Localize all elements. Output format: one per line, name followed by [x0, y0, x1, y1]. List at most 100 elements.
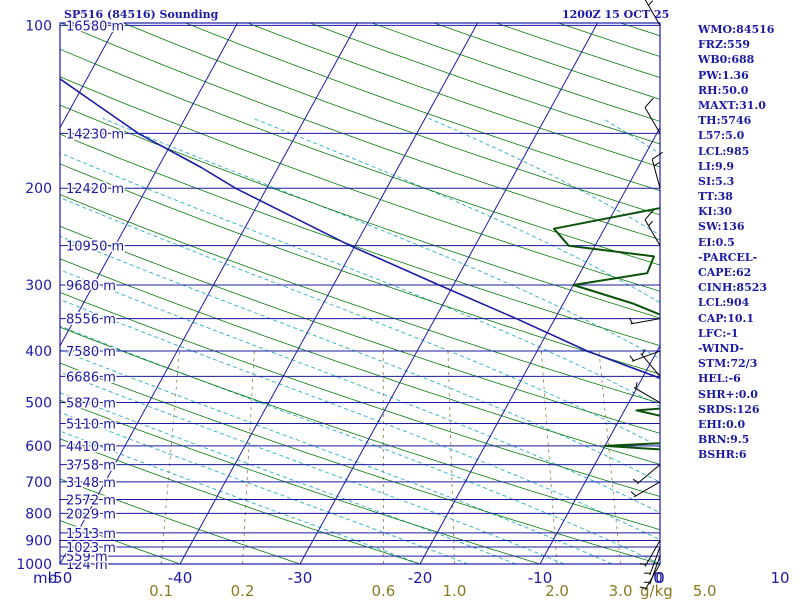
moist-adiabat-line [60, 325, 660, 564]
mixing-ratio-line [598, 348, 621, 564]
wind-barb-half [635, 382, 638, 389]
height-label: 7580 m [66, 345, 116, 360]
wind-barb [644, 555, 661, 585]
isotherm-line [179, 23, 478, 564]
wind-barb [644, 0, 661, 26]
index-item: SW:136 [698, 220, 745, 234]
wind-barb-staff [636, 464, 661, 485]
height-label: 12420 m [66, 182, 124, 197]
height-label: 2029 m [66, 507, 116, 522]
temperature-tick-label: -10 [528, 569, 553, 587]
dewpoint-line [553, 207, 660, 451]
moist-adiabat-line [60, 152, 660, 408]
parcel-line [60, 77, 660, 380]
dry-adiabat-line [60, 133, 660, 347]
wind-barb-half [648, 0, 654, 6]
dry-adiabat-line [60, 76, 660, 292]
mixing-ratio-label: 0.2 [231, 582, 255, 600]
moist-adiabat-line [102, 117, 660, 360]
index-item: HEL:-6 [698, 372, 741, 386]
mixing-ratio-label: 5.0 [693, 582, 717, 600]
pressure-tick-label: 1000 [16, 557, 52, 573]
pressure-tick-label: 600 [25, 439, 52, 455]
wind-barb [651, 151, 664, 189]
height-label: 6686 m [66, 370, 116, 385]
wind-barb-half [639, 563, 647, 566]
height-label: 1023 m [66, 541, 116, 556]
pressure-tick-label: 700 [25, 475, 52, 491]
pressure-tick-label: 500 [25, 396, 52, 412]
mixing-ratio-label: 1.0 [443, 582, 467, 600]
wind-barb-staff [644, 0, 661, 26]
height-label: 5110 m [66, 418, 116, 433]
mixing-ratio-unit: g/kg [640, 582, 673, 600]
mixing-ratio-label: 0.6 [372, 582, 396, 600]
dry-adiabats [60, 23, 660, 564]
index-item: EHI:0.0 [698, 417, 746, 431]
pressure-tick-label: 200 [25, 181, 52, 197]
isotherm-line [60, 23, 118, 129]
height-label: 559 m [66, 550, 108, 565]
index-item: LFC:-1 [698, 326, 739, 340]
moist-adiabats [60, 117, 660, 564]
wind-barb-staff [649, 546, 661, 576]
wind-barb [644, 97, 661, 134]
index-item: KI:30 [698, 205, 733, 219]
height-label: 8556 m [66, 313, 116, 328]
height-label: 5870 m [66, 397, 116, 412]
temperature-tick-label: -40 [168, 569, 193, 587]
indices-panel: WMO:84516 FRZ:559 WB0:688 PW:1.36 RH:50.0 MAX… [698, 22, 798, 462]
index-item: TH:5746 [698, 114, 752, 128]
mixing-ratio-line [160, 348, 180, 564]
mixing-ratio-line [447, 348, 455, 564]
temperature-tick-label: 0 [655, 569, 665, 587]
station-title: SP516 (84516) Sounding [64, 8, 219, 21]
dry-adiabat-line [60, 194, 660, 404]
dry-adiabat-line [60, 225, 660, 434]
isotherm-line [60, 23, 358, 564]
dry-adiabat-line [60, 438, 422, 564]
wind-barb-staff [631, 350, 661, 362]
index-item: SHR+:0.0 [698, 387, 758, 401]
wind-barb-half [641, 349, 646, 356]
height-label: 16580 m [66, 19, 124, 34]
mixing-ratio-lines [160, 348, 621, 564]
wind-barb [632, 464, 661, 485]
index-item: BSHR:6 [698, 448, 747, 462]
moist-adiabat-line [60, 411, 469, 564]
moist-adiabat-line [252, 117, 660, 304]
moist-adiabat-line [60, 349, 613, 564]
wind-barb-flag [644, 209, 654, 221]
wind-barb-staff [630, 318, 661, 325]
plot-frame [59, 22, 661, 565]
dry-adiabat-line [60, 362, 660, 564]
mb-label: mb [33, 569, 57, 587]
wind-barbs [628, 0, 664, 591]
wind-barb-staff [633, 481, 661, 498]
mixing-ratio-label: 2.0 [545, 582, 569, 600]
sounding-traces [60, 77, 660, 451]
index-item: EI:0.5 [698, 235, 735, 249]
wind-barb-staff [644, 540, 661, 567]
wind-barb-half [628, 317, 633, 324]
isobars [59, 22, 661, 565]
dry-adiabat-line [60, 478, 302, 564]
wind-barb [630, 481, 661, 498]
height-label: 14230 m [66, 127, 124, 142]
wind-barb [644, 546, 661, 576]
height-label: 10950 m [66, 240, 124, 255]
index-item: LI:9.9 [698, 159, 735, 173]
dry-adiabat-line [60, 326, 660, 531]
dry-adiabat-line [60, 163, 660, 375]
height-label: 124 m [66, 558, 108, 573]
index-item: -WIND- [698, 341, 744, 355]
moist-adiabat-line [60, 197, 660, 448]
wind-barb-staff [644, 219, 661, 246]
temperature-tick-label: -50 [48, 569, 73, 587]
wind-barb [629, 350, 661, 362]
isotherm-line [539, 344, 660, 564]
wind-barb-half [630, 491, 637, 497]
temperature-tick-label: 10 [770, 569, 789, 587]
index-item: CINH:8523 [698, 281, 768, 295]
